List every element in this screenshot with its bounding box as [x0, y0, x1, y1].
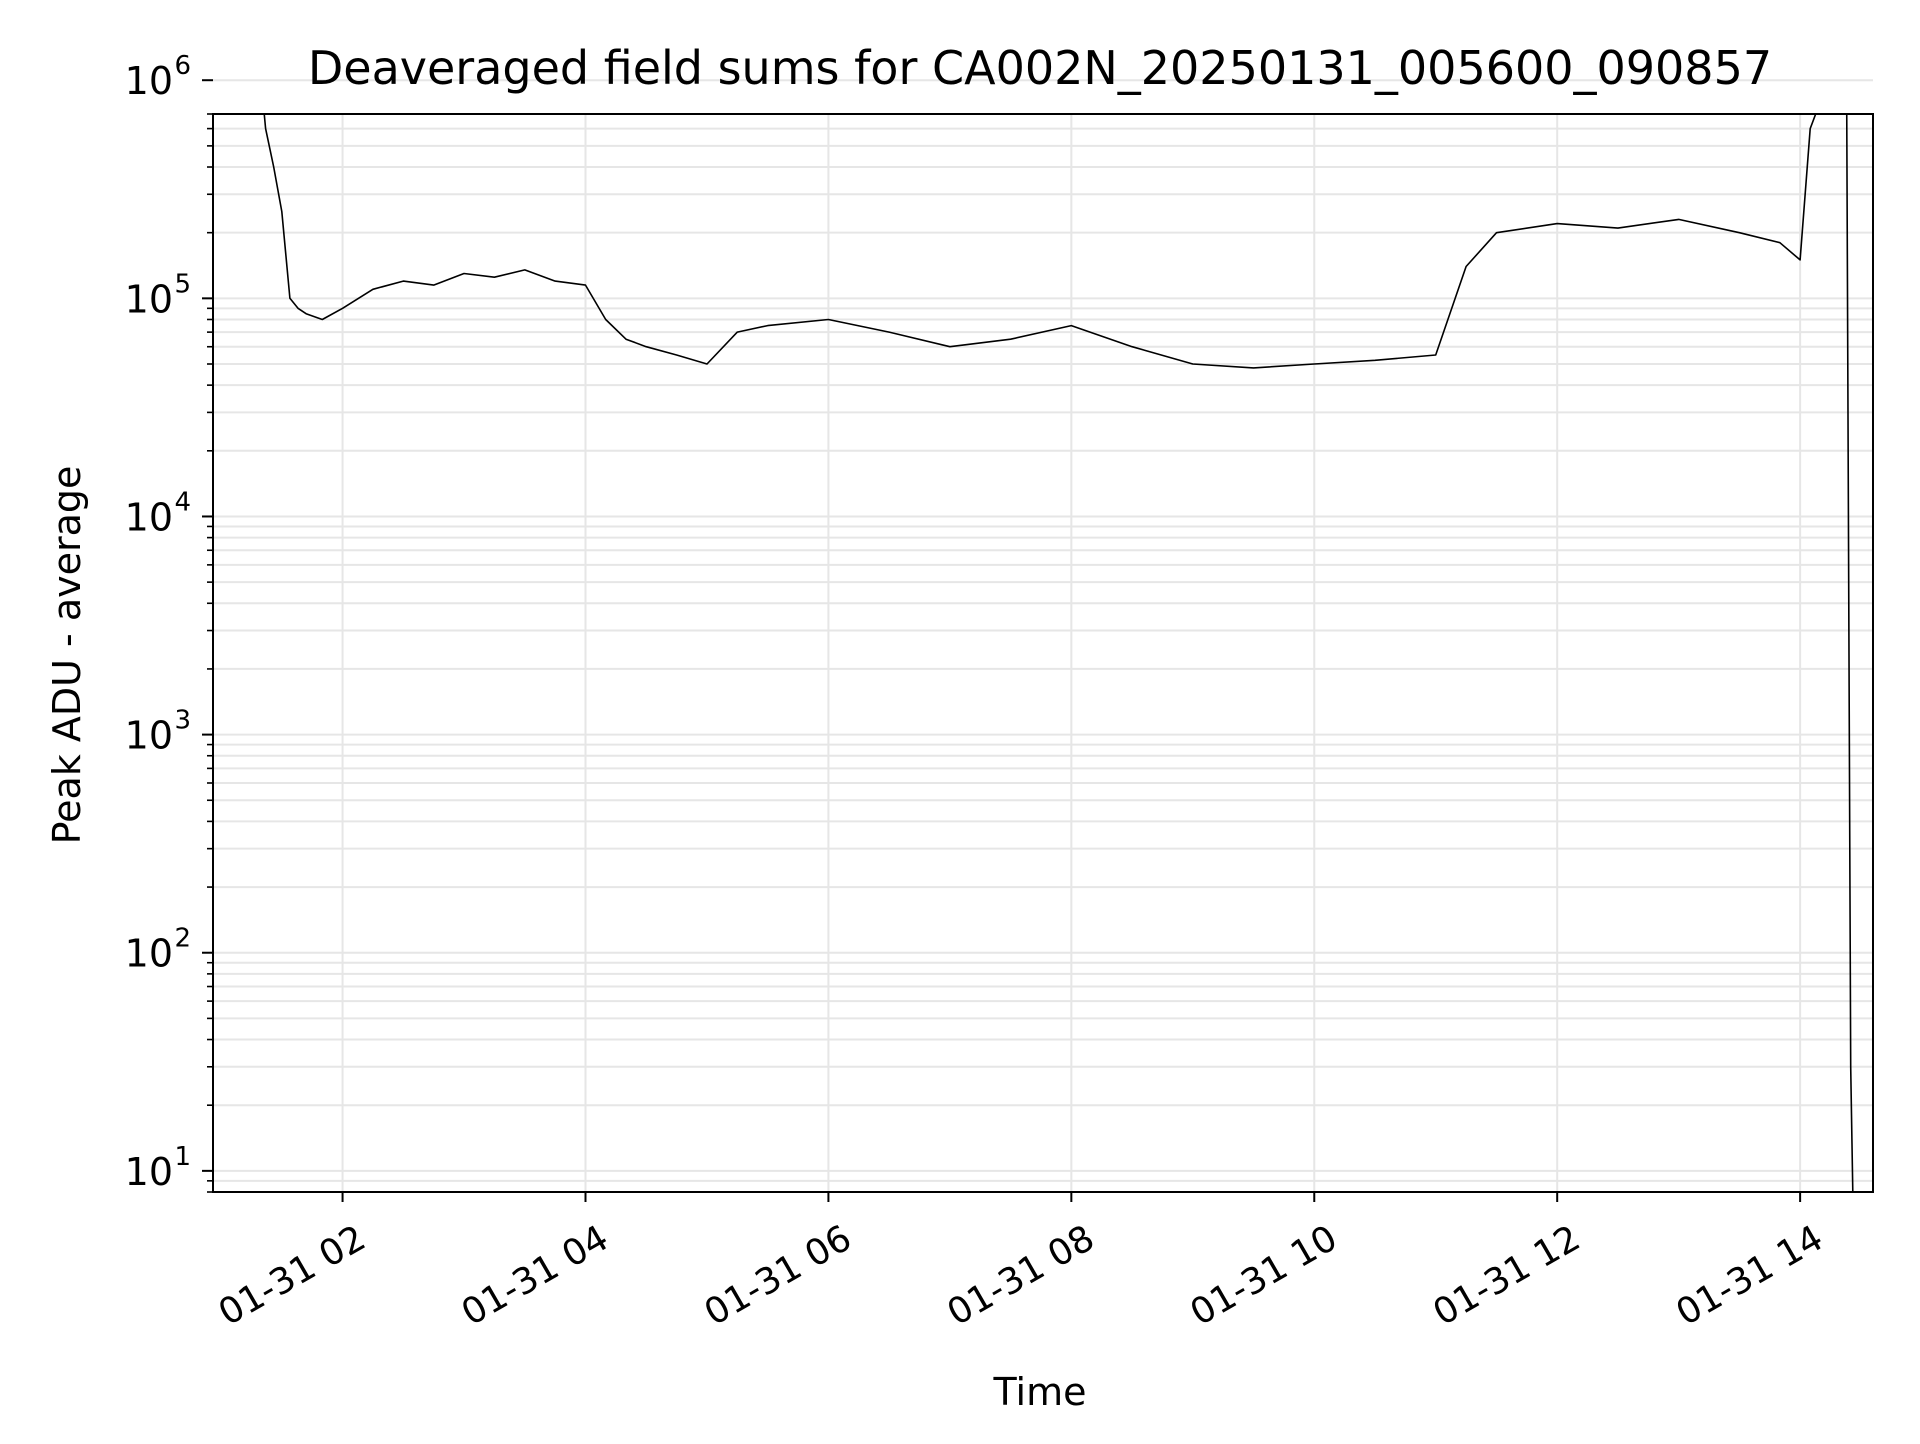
chart-title: Deaveraged field sums for CA002N_2025013… — [308, 41, 1772, 95]
data-series-line — [263, 114, 1854, 1192]
y-tick-label: 10 — [125, 277, 173, 321]
x-axis-label: Time — [993, 1370, 1087, 1414]
y-tick-label: 10 — [125, 495, 173, 539]
plot-area — [263, 114, 1854, 1192]
y-tick-label: 10 — [125, 714, 173, 758]
y-axis-label: Peak ADU - average — [45, 466, 89, 845]
y-tick-exponent: 6 — [174, 51, 191, 81]
axes-frame — [212, 113, 1874, 1193]
y-tick-exponent: 1 — [174, 1142, 191, 1172]
y-tick-label: 10 — [125, 59, 173, 103]
y-tick-exponent: 4 — [174, 487, 191, 517]
y-tick-label: 10 — [125, 1150, 173, 1194]
grid — [213, 79, 1873, 1193]
y-tick-exponent: 2 — [174, 924, 191, 954]
y-tick-exponent: 3 — [174, 706, 191, 736]
y-tick-exponent: 5 — [174, 269, 191, 299]
y-tick-label: 10 — [125, 932, 173, 976]
